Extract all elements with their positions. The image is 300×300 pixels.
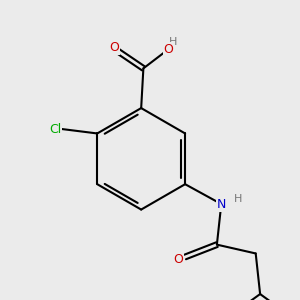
Text: O: O (174, 253, 183, 266)
Text: O: O (164, 44, 173, 56)
Text: O: O (109, 41, 119, 54)
Text: Cl: Cl (49, 122, 62, 136)
Text: H: H (234, 194, 242, 204)
Text: H: H (169, 37, 177, 47)
Text: N: N (217, 197, 226, 211)
